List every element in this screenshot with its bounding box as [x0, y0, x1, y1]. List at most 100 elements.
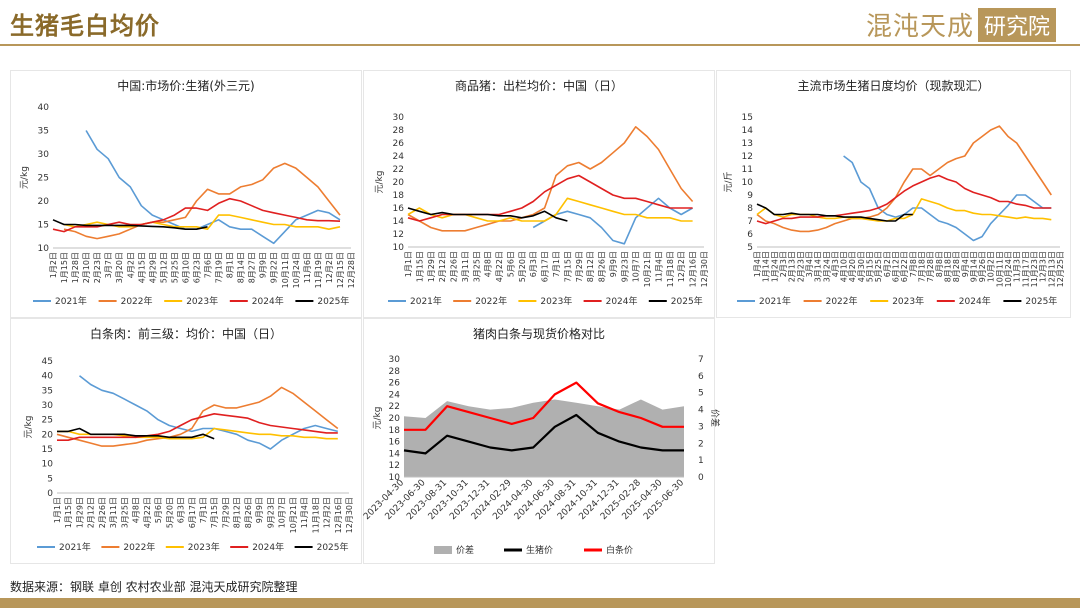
x-tick-label: 4月22日 [143, 497, 152, 528]
x-tick-label: 4月20日 [848, 251, 857, 282]
x-tick-label: 11月23日 [1030, 251, 1039, 287]
series-line-白条价 [404, 381, 684, 431]
x-tick-label: 9月14日 [969, 251, 978, 282]
x-tick-label: 11月19日 [314, 252, 323, 288]
legend-label: 白条价 [606, 544, 633, 556]
x-tick-label: 2月12日 [87, 497, 96, 528]
x-tick-label: 1月1日 [53, 497, 62, 523]
x-tick-label: 12月25日 [1056, 251, 1065, 287]
x-tick-label: 2月23日 [796, 251, 805, 282]
legend-label: 2024年 [252, 541, 284, 553]
x-tick-label: 9月9日 [609, 251, 618, 277]
x-tick-label: 1月29日 [75, 497, 84, 528]
x-tick-label: 12月16日 [689, 251, 698, 287]
legend-label: 2024年 [606, 295, 638, 307]
series-line-2024年 [57, 413, 338, 441]
x-tick-label: 10月7日 [632, 251, 641, 282]
y2-tick-label: 7 [698, 355, 704, 365]
y-tick-label: 10 [393, 243, 405, 253]
logo-box-text: 研究院 [977, 7, 1056, 42]
x-tick-label: 6月23日 [192, 252, 201, 283]
x-tick-label: 7月6日 [204, 252, 213, 278]
legend-label: 2025年 [317, 295, 349, 307]
x-tick-label: 4月22日 [495, 251, 504, 282]
x-tick-label: 5月6日 [154, 497, 163, 523]
y2-tick-label: 2 [698, 439, 704, 449]
y-tick-label: 5 [747, 243, 753, 253]
x-tick-label: 6月22日 [900, 251, 909, 282]
x-tick-label: 12月30日 [700, 251, 709, 287]
x-tick-label: 10月11日 [281, 252, 290, 288]
x-tick-label: 6月10日 [181, 252, 190, 283]
x-tick-label: 1月15日 [415, 251, 424, 282]
x-tick-label: 6月3日 [529, 251, 538, 277]
x-tick-label: 7月19日 [215, 252, 224, 283]
y2-tick-label: 6 [698, 372, 704, 382]
x-tick-label: 11月18日 [311, 497, 320, 533]
x-tick-label: 10月7日 [278, 497, 287, 528]
y-tick-label: 30 [38, 150, 50, 160]
x-tick-label: 1月15日 [60, 252, 69, 283]
x-tick-label: 1月28日 [71, 252, 80, 283]
series-line-2022年 [407, 126, 694, 232]
series-line-2021年 [843, 155, 1052, 242]
x-tick-label: 3月11日 [109, 497, 118, 528]
x-tick-label: 7月15日 [210, 497, 219, 528]
chart-svg: 10 12 14 16 18 20 22 24 26 28 30 元/kg 1月1日 1月15日 1月29日… [375, 113, 709, 307]
y-tick-label: 9 [747, 191, 753, 201]
x-tick-label: 11月6日 [303, 252, 312, 283]
x-tick-label: 3月14日 [814, 251, 823, 282]
series-line-2025年 [57, 427, 215, 440]
x-tick-label: 9月4日 [961, 251, 970, 277]
x-tick-label: 1月29日 [427, 251, 436, 282]
x-tick-label: 2月3日 [779, 251, 788, 277]
legend-label: 2024年 [959, 295, 991, 307]
x-tick-label: 6月12日 [892, 251, 901, 282]
series-line-2022年 [63, 162, 341, 240]
y-tick-label: 12 [742, 152, 753, 162]
y-tick-label: 22 [389, 402, 400, 412]
legend-label: 2021年 [410, 295, 442, 307]
x-tick-label: 4月30日 [857, 251, 866, 282]
legend-label: 2025年 [671, 295, 703, 307]
x-tick-label: 5月25日 [170, 252, 179, 283]
x-tick-label: 5月20日 [165, 497, 174, 528]
x-tick-label: 9月9日 [259, 252, 268, 278]
y-axis-label: 元/kg [375, 171, 385, 194]
page-title: 生猪毛白均价 [10, 12, 160, 40]
x-tick-label: 9月9日 [255, 497, 264, 523]
x-tick-label: 10月21日 [289, 497, 298, 533]
y2-tick-label: 5 [698, 389, 704, 399]
y-tick-label: 20 [42, 430, 54, 440]
series-line-2025年 [407, 207, 568, 222]
chart-svg: 10 15 20 25 30 35 40 元/kg 1月2日 1月15日 1月28日 2月10日 2月2… [20, 103, 356, 307]
brand-logo: 混沌天成 研究院 [866, 6, 1056, 43]
x-tick-label: 5月20日 [518, 251, 527, 282]
x-tick-label: 10月2日 [987, 251, 996, 282]
y-tick-label: 30 [42, 401, 54, 411]
x-tick-label: 1月15日 [64, 497, 73, 528]
x-tick-label: 7月1日 [552, 251, 561, 277]
legend-label: 2022年 [475, 295, 507, 307]
x-tick-label: 7月29日 [575, 251, 584, 282]
y-axis-label: 元/kg [373, 407, 383, 430]
x-tick-label: 6月2日 [883, 251, 892, 277]
y-tick-label: 28 [389, 367, 401, 377]
y-tick-label: 14 [389, 449, 401, 459]
x-tick-label: 7月8日 [909, 251, 918, 277]
x-tick-label: 8月26日 [244, 497, 253, 528]
x-tick-label: 7月1日 [199, 497, 208, 523]
x-tick-label: 9月22日 [270, 252, 279, 283]
x-tick-label: 8月18日 [943, 251, 952, 282]
x-tick-label: 10月21日 [643, 251, 652, 287]
x-tick-label: 6月17日 [188, 497, 197, 528]
y-tick-label: 40 [38, 103, 50, 113]
y-tick-label: 30 [393, 113, 405, 123]
x-tick-label: 10月11日 [995, 251, 1004, 287]
y2-tick-label: 3 [698, 422, 704, 432]
y-tick-label: 26 [389, 379, 401, 389]
series-line-2022年 [756, 125, 1052, 233]
x-tick-label: 9月23日 [620, 251, 629, 282]
x-tick-label: 5月15日 [866, 251, 875, 282]
x-tick-label: 12月13日 [1047, 251, 1056, 287]
